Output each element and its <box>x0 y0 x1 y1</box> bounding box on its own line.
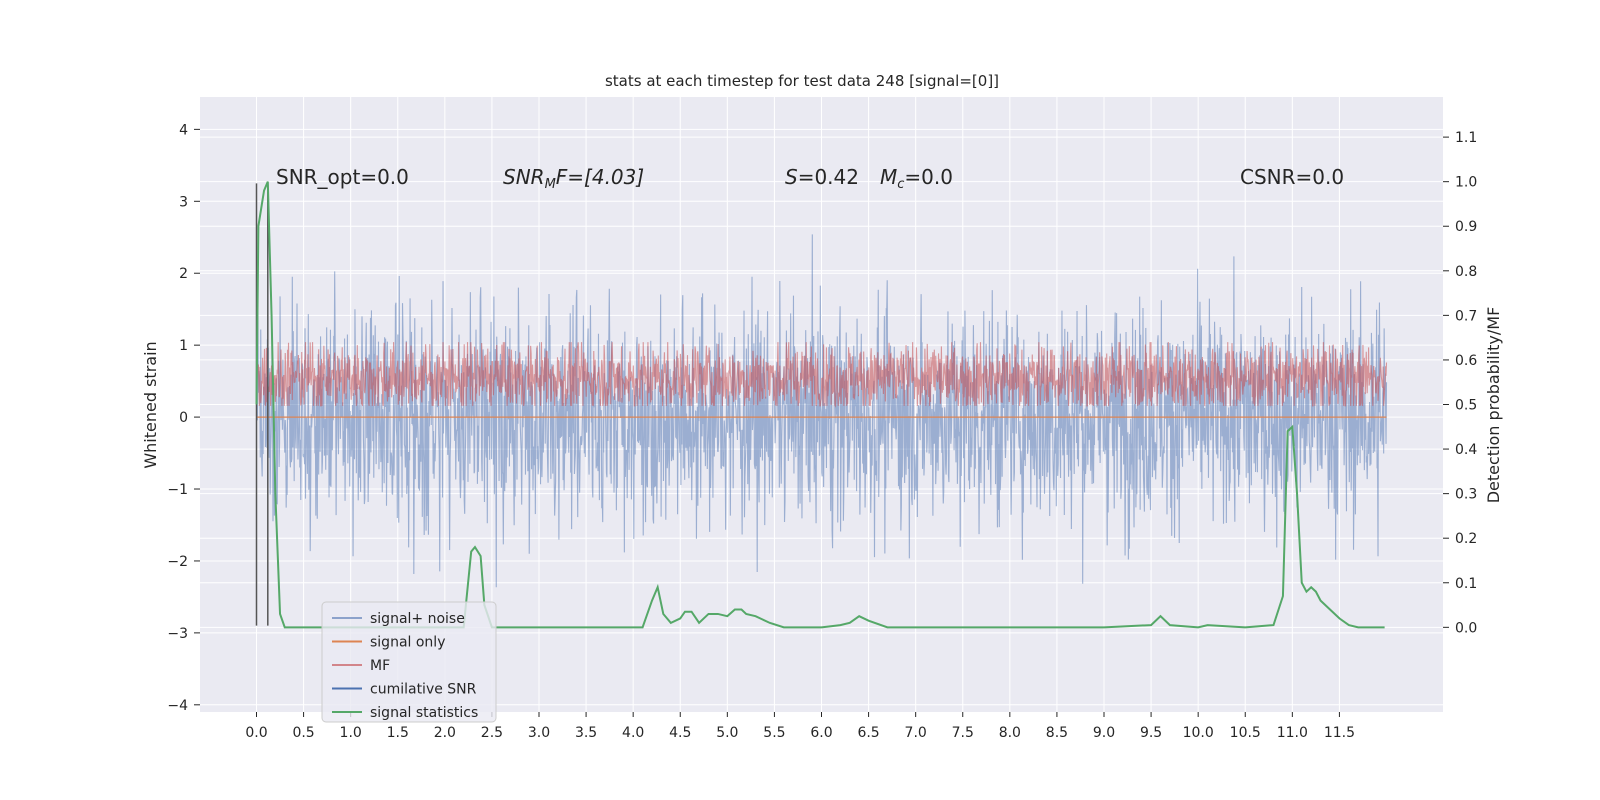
y-right-tick-label: 0.7 <box>1455 308 1477 324</box>
y-left-tick-label: −2 <box>167 554 188 570</box>
y-right-tick-label: 0.1 <box>1455 576 1477 592</box>
annotation-csnr: CSNR=0.0 <box>1240 165 1344 189</box>
x-tick-label: 11.5 <box>1324 725 1355 741</box>
legend-label: signal only <box>370 635 445 651</box>
x-tick-label: 2.5 <box>481 725 503 741</box>
x-tick-label: 7.0 <box>905 725 927 741</box>
x-tick-label: 0.5 <box>292 725 314 741</box>
y-right-tick-label: 0.8 <box>1455 264 1477 280</box>
legend: signal+ noise signal only MF cumilative SNR… <box>321 601 497 723</box>
y-right-axis-label: Detection probability/MF <box>1484 307 1503 504</box>
y-left-tick-label: 3 <box>179 194 188 210</box>
x-tick-label: 4.5 <box>669 725 691 741</box>
y-left-axis-ticks: 4 3 2 1 0 −1 −2 −3 −4 <box>167 122 200 714</box>
x-tick-label: 9.0 <box>1093 725 1115 741</box>
x-tick-label: 9.5 <box>1140 725 1162 741</box>
y-right-tick-label: 0.3 <box>1455 487 1477 503</box>
mf-line <box>255 342 1388 408</box>
x-tick-label: 10.5 <box>1230 725 1261 741</box>
legend-label: MF <box>370 658 390 674</box>
annotation-mc: Mc=0.0 <box>880 165 953 192</box>
y-right-tick-label: 0.6 <box>1455 353 1477 369</box>
x-tick-label: 2.0 <box>434 725 456 741</box>
annotation-s: S=0.42 <box>785 165 859 189</box>
y-right-tick-label: 1.1 <box>1455 130 1477 146</box>
x-tick-label: 6.0 <box>810 725 832 741</box>
x-tick-label: 0.0 <box>245 725 267 741</box>
y-left-tick-label: 1 <box>179 338 188 354</box>
mc-sub: c <box>897 177 904 192</box>
legend-label: signal+ noise <box>370 611 465 627</box>
annotation-snr-mf: SNRMF=[4.03] <box>503 165 644 192</box>
x-tick-label: 5.5 <box>763 725 785 741</box>
y-left-tick-label: −3 <box>167 626 188 642</box>
x-tick-label: 11.0 <box>1277 725 1308 741</box>
mf-series <box>255 342 1388 408</box>
y-right-tick-label: 0.5 <box>1455 398 1477 414</box>
x-tick-label: 5.0 <box>716 725 738 741</box>
y-left-tick-label: −1 <box>167 482 188 498</box>
mc-val: =0.0 <box>904 165 953 189</box>
x-tick-label: 7.5 <box>952 725 974 741</box>
y-left-axis-label: Whitened strain <box>141 341 160 468</box>
y-left-tick-label: 0 <box>179 410 188 426</box>
legend-label: cumilative SNR <box>370 682 477 698</box>
x-tick-label: 1.5 <box>387 725 409 741</box>
y-right-tick-label: 0.4 <box>1455 442 1477 458</box>
snr-mf-main: SNR <box>503 165 545 189</box>
x-axis-ticks: 0.0 0.5 1.0 1.5 2.0 2.5 3.0 3.5 4.0 4.5 5.0 5.5 6.0 6… <box>245 712 1355 741</box>
y-right-tick-label: 0.0 <box>1455 620 1477 636</box>
y-right-tick-label: 1.0 <box>1455 175 1477 191</box>
y-right-axis-ticks: 1.1 1.0 0.9 0.8 0.7 0.6 0.5 0.4 0.3 0.2 0.1 0.0 <box>1443 130 1477 636</box>
chart-title: stats at each timestep for test data 248… <box>605 72 999 90</box>
x-tick-label: 1.0 <box>340 725 362 741</box>
legend-box <box>321 601 497 723</box>
x-tick-label: 10.0 <box>1183 725 1214 741</box>
x-tick-label: 6.5 <box>857 725 879 741</box>
s-var: S <box>785 165 798 189</box>
x-tick-label: 8.0 <box>999 725 1021 741</box>
mc-var: M <box>880 165 897 189</box>
s-val: =0.42 <box>798 165 859 189</box>
snr-mf-rest: F=[4.03] <box>556 165 644 189</box>
x-tick-label: 3.0 <box>528 725 550 741</box>
snr-mf-sub: M <box>545 177 556 192</box>
y-right-tick-label: 0.2 <box>1455 531 1477 547</box>
annotation-snr-opt: SNR_opt=0.0 <box>276 165 409 189</box>
x-tick-label: 4.0 <box>622 725 644 741</box>
y-left-tick-label: 2 <box>179 266 188 282</box>
annotations: SNR_opt=0.0 SNRMF=[4.03] S=0.42 Mc=0.0 C… <box>276 165 1344 192</box>
y-left-tick-label: −4 <box>167 698 188 714</box>
x-tick-label: 3.5 <box>575 725 597 741</box>
y-left-tick-label: 4 <box>179 122 188 138</box>
legend-label: signal statistics <box>370 705 478 721</box>
y-right-tick-label: 0.9 <box>1455 219 1477 235</box>
x-tick-label: 8.5 <box>1046 725 1068 741</box>
